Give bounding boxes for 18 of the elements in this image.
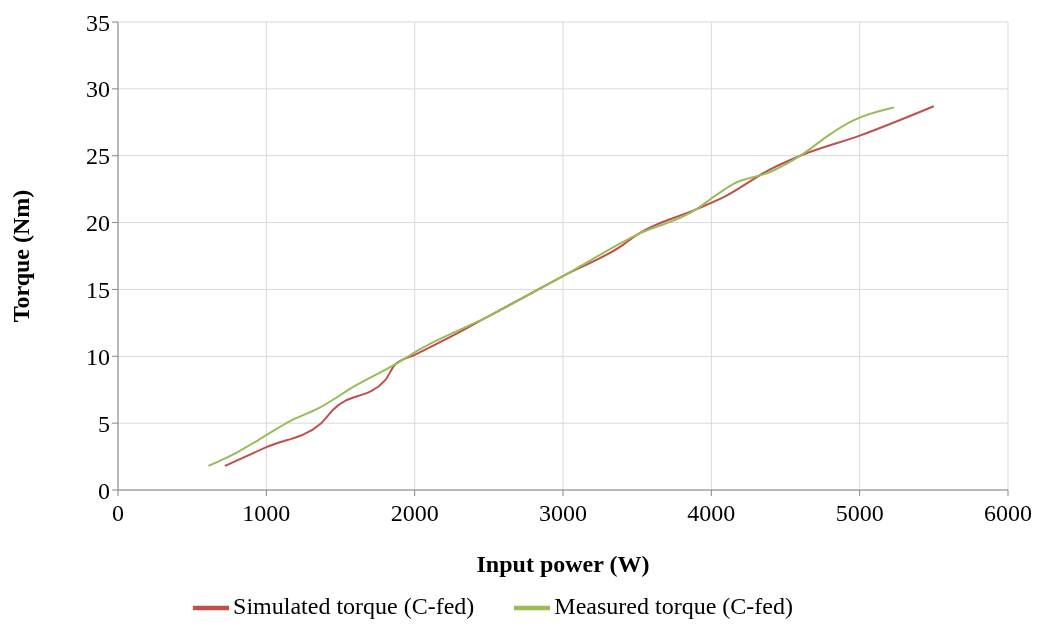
- x-tick-label: 5000: [835, 500, 884, 527]
- x-tick-label: 1000: [242, 500, 291, 527]
- legend-label: Simulated torque (C-fed): [233, 592, 475, 619]
- y-tick-label: 25: [86, 143, 110, 170]
- x-tick-label: 4000: [687, 500, 736, 527]
- y-tick-label: 5: [98, 410, 110, 437]
- y-tick-label: 0: [98, 477, 110, 504]
- y-axis-title: Torque (Nm): [7, 189, 34, 323]
- y-tick-label: 30: [86, 76, 110, 103]
- x-tick-label: 2000: [390, 500, 439, 527]
- y-tick-label: 35: [86, 9, 110, 36]
- x-tick-label: 6000: [984, 500, 1032, 527]
- x-axis-title: Input power (W): [476, 551, 650, 577]
- y-tick-label: 15: [86, 276, 110, 303]
- y-tick-label: 20: [86, 210, 110, 237]
- y-tick-label: 10: [86, 343, 110, 370]
- x-tick-label: 3000: [539, 500, 587, 527]
- legend-label: Measured torque (C-fed): [554, 592, 793, 619]
